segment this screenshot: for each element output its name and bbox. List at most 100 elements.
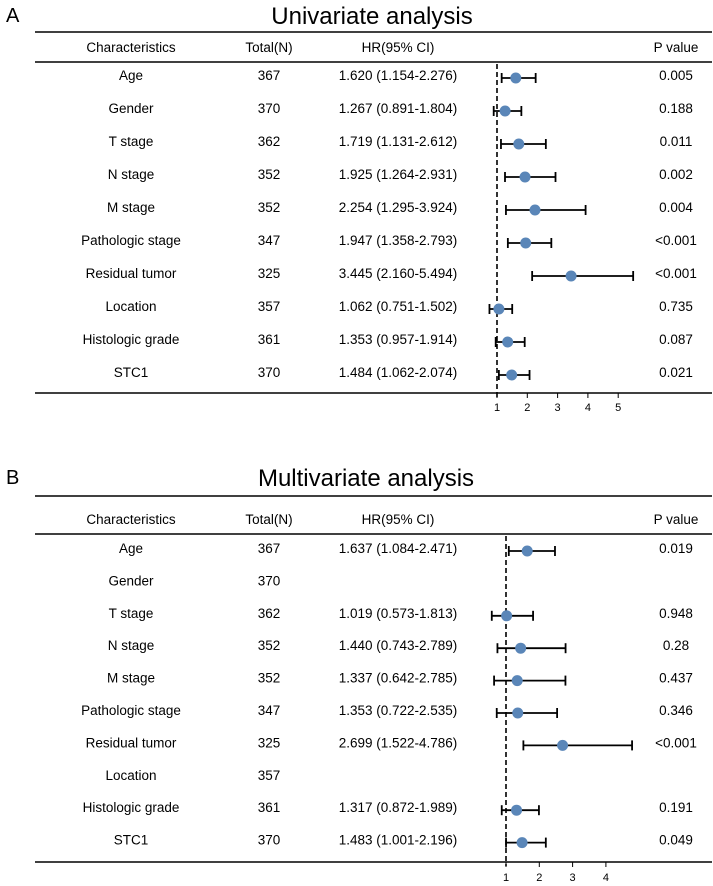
hr-point (510, 72, 522, 84)
row-p-value: 0.191 (659, 800, 693, 815)
hr-point (501, 610, 513, 622)
table-row: M stage 352 1.337 (0.642-2.785) 0.437 (107, 671, 693, 687)
row-p-value: <0.001 (655, 233, 697, 248)
hr-point (493, 303, 505, 315)
table-row: Pathologic stage 347 1.353 (0.722-2.535) 0.… (81, 703, 693, 719)
row-characteristic: Pathologic stage (81, 703, 181, 718)
hr-point (529, 204, 541, 216)
row-hr-ci: 3.445 (2.160-5.494) (339, 266, 458, 281)
row-characteristic: T stage (109, 134, 154, 149)
x-tick-label: 5 (615, 402, 621, 414)
row-total: 352 (258, 671, 281, 686)
panel-title: Multivariate analysis (258, 465, 474, 492)
panel-label: A (6, 5, 20, 27)
panel-label: B (6, 467, 19, 489)
table-row: Gender 370 (108, 573, 280, 588)
row-characteristic: Gender (108, 573, 154, 588)
row-characteristic: N stage (108, 167, 155, 182)
row-total: 367 (258, 68, 281, 83)
row-characteristic: T stage (109, 606, 154, 621)
row-p-value: 0.049 (659, 833, 693, 848)
row-total: 370 (258, 101, 281, 116)
row-characteristic: Location (105, 299, 156, 314)
hr-point (502, 336, 514, 348)
table-row: Residual tumor 325 2.699 (1.522-4.786) <0.0… (86, 735, 697, 751)
hr-point (515, 642, 527, 654)
row-p-value: 0.28 (663, 638, 689, 653)
hr-point (565, 270, 577, 282)
row-total: 361 (258, 332, 281, 347)
row-p-value: <0.001 (655, 266, 697, 281)
hr-point (519, 171, 531, 183)
row-total: 370 (258, 573, 281, 588)
row-total: 370 (258, 365, 281, 380)
row-p-value: 0.346 (659, 703, 693, 718)
x-tick-label: 2 (524, 402, 530, 414)
header-p-value: P value (654, 512, 699, 527)
row-total: 352 (258, 200, 281, 215)
row-hr-ci: 1.925 (1.264-2.931) (339, 167, 458, 182)
hr-point (521, 545, 533, 557)
x-axis: 1 2 3 4 (503, 862, 609, 884)
table-row: T stage 362 1.719 (1.131-2.612) 0.011 (109, 134, 692, 150)
row-characteristic: Histologic grade (83, 332, 180, 347)
panel-b: B Multivariate analysis Characteristics Tot… (6, 465, 712, 884)
row-hr-ci: 1.484 (1.062-2.074) (339, 365, 458, 380)
header-characteristics: Characteristics (86, 512, 176, 527)
x-tick-label: 3 (555, 402, 561, 414)
hr-point (557, 739, 569, 751)
table-row: N stage 352 1.925 (1.264-2.931) 0.002 (108, 167, 693, 183)
panel-title: Univariate analysis (271, 3, 472, 30)
row-p-value: 0.735 (659, 299, 693, 314)
row-characteristic: Pathologic stage (81, 233, 181, 248)
row-total: 352 (258, 167, 281, 182)
row-characteristic: N stage (108, 638, 155, 653)
x-tick-label: 1 (494, 402, 500, 414)
row-hr-ci: 1.440 (0.743-2.789) (339, 638, 458, 653)
row-characteristic: Gender (108, 101, 154, 116)
row-p-value: <0.001 (655, 735, 697, 750)
row-p-value: 0.002 (659, 167, 693, 182)
x-axis: 1 2 3 4 5 (494, 393, 621, 414)
table-row: STC1 370 1.484 (1.062-2.074) 0.021 (114, 365, 693, 381)
hr-point (513, 138, 525, 150)
panel-a: A Univariate analysis Characteristics Total… (6, 3, 712, 414)
x-tick-label: 1 (503, 872, 509, 884)
row-characteristic: Location (105, 768, 156, 783)
hr-point (512, 707, 524, 719)
row-total: 357 (258, 299, 281, 314)
header-p-value: P value (654, 40, 699, 55)
row-total: 370 (258, 833, 281, 848)
row-hr-ci: 1.062 (0.751-1.502) (339, 299, 458, 314)
row-characteristic: Age (119, 68, 143, 83)
row-p-value: 0.948 (659, 606, 693, 621)
row-hr-ci: 1.637 (1.084-2.471) (339, 541, 458, 556)
hr-point (511, 675, 523, 687)
row-characteristic: Residual tumor (86, 735, 177, 750)
row-characteristic: M stage (107, 200, 155, 215)
row-total: 325 (258, 735, 281, 750)
row-characteristic: STC1 (114, 833, 149, 848)
table-header: Characteristics Total(N) HR(95% CI) P value (86, 512, 698, 527)
row-hr-ci: 1.620 (1.154-2.276) (339, 68, 458, 83)
row-hr-ci: 1.267 (0.891-1.804) (339, 101, 458, 116)
x-tick-label: 3 (570, 872, 576, 884)
hr-point (520, 237, 532, 249)
header-characteristics: Characteristics (86, 40, 176, 55)
hr-point (506, 369, 518, 381)
table-row: Histologic grade 361 1.353 (0.957-1.914) 0.… (83, 332, 693, 348)
row-characteristic: STC1 (114, 365, 149, 380)
table-row: Gender 370 1.267 (0.891-1.804) 0.188 (108, 101, 693, 117)
table-row: M stage 352 2.254 (1.295-3.924) 0.004 (107, 200, 693, 216)
row-total: 362 (258, 134, 281, 149)
hr-point (499, 105, 511, 117)
table-row: Pathologic stage 347 1.947 (1.358-2.793) <0… (81, 233, 697, 249)
hr-point (511, 804, 523, 816)
row-characteristic: M stage (107, 671, 155, 686)
row-hr-ci: 1.483 (1.001-2.196) (339, 833, 458, 848)
row-hr-ci: 1.947 (1.358-2.793) (339, 233, 458, 248)
row-hr-ci: 2.254 (1.295-3.924) (339, 200, 458, 215)
row-hr-ci: 1.019 (0.573-1.813) (339, 606, 458, 621)
table-header: Characteristics Total(N) HR(95% CI) P value (86, 40, 698, 55)
